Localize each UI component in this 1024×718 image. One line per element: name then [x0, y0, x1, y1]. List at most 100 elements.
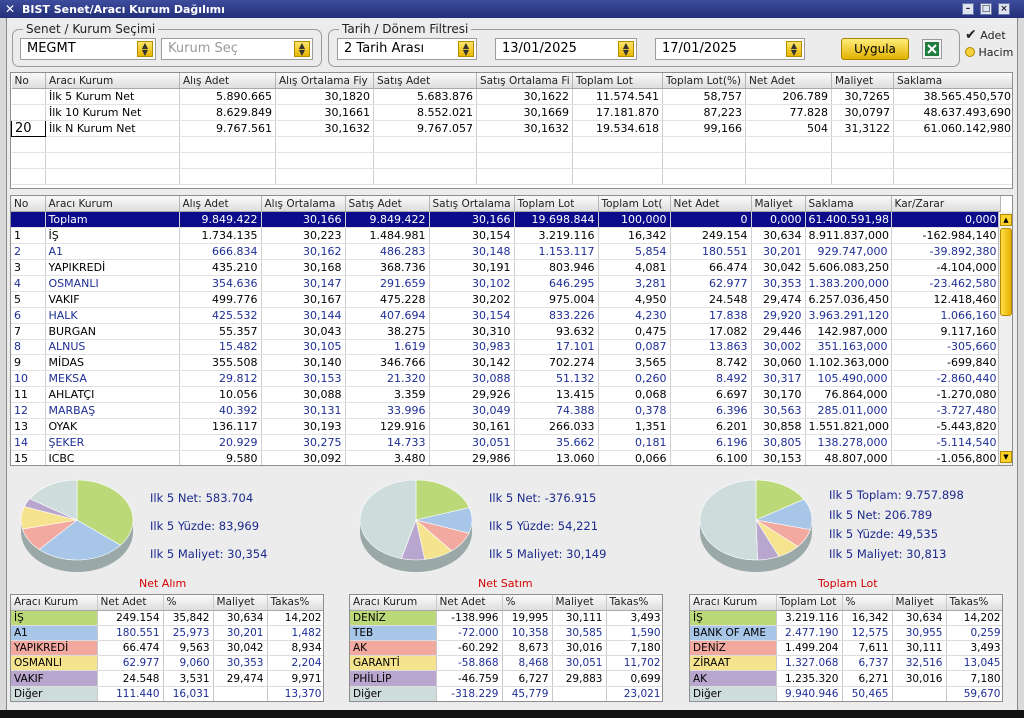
- panel-column-header[interactable]: Net Adet: [436, 595, 503, 611]
- scroll-down-icon[interactable]: ▼: [1000, 451, 1012, 463]
- total-row[interactable]: Toplam 9.849.422 30,166 9.849.422 30,166 19.6…: [11, 211, 1001, 229]
- panel-column-header[interactable]: Aracı Kurum: [11, 595, 98, 611]
- panel-row[interactable]: OSMANLI 62.977 9,060 30,353 2,204: [11, 655, 323, 672]
- minimize-button[interactable]: –: [962, 3, 974, 15]
- broker-row[interactable]: 13 OYAK 136.117 30,193 129.916 30,161 266.033 1…: [11, 418, 1001, 435]
- stock-select[interactable]: MEGMT ▲ ▼: [20, 38, 156, 60]
- column-header[interactable]: Satış Ortalama Fi: [476, 73, 573, 90]
- excel-export-button[interactable]: [922, 39, 942, 59]
- panel-cell: 10,358: [502, 625, 553, 642]
- scroll-thumb[interactable]: [1000, 228, 1012, 316]
- panel-column-header[interactable]: Maliyet: [892, 595, 947, 611]
- column-header[interactable]: No: [11, 73, 46, 90]
- broker-row[interactable]: 10 MEKSA 29.812 30,153 21.320 30,088 51.132 0,2…: [11, 370, 1001, 388]
- panel-row[interactable]: DENİZ 1.499.204 7,611 30,111 3,493: [690, 640, 1002, 657]
- date-range-select[interactable]: 2 Tarih Arası ▲ ▼: [337, 38, 477, 60]
- panel-row[interactable]: PHİLLİP -46.759 6,727 29,883 0,699: [350, 670, 662, 687]
- panel-stat: Ilk 5 Net: 206.789: [829, 507, 933, 522]
- panel-row[interactable]: GARANTİ -58.868 8,468 30,051 11,702: [350, 655, 662, 672]
- column-header[interactable]: Alış Adet: [179, 73, 276, 90]
- column-header[interactable]: Maliyet: [751, 196, 806, 213]
- broker-row[interactable]: 14 ŞEKER 20.929 30,275 14.733 30,051 35.662 0,1…: [11, 434, 1001, 451]
- panel-column-header[interactable]: %: [842, 595, 893, 611]
- panel-row[interactable]: A1 180.551 25,973 30,201 1,482: [11, 625, 323, 642]
- broker-row[interactable]: 15 ICBC 9.580 30,092 3.480 29,986 13.060 0,066 6…: [11, 450, 1001, 465]
- column-header[interactable]: Toplam Lot(: [598, 196, 671, 213]
- option-adet[interactable]: ✔ Adet: [965, 27, 1006, 43]
- panel-column-header[interactable]: Maliyet: [213, 595, 268, 611]
- panel-column-header[interactable]: Takas%: [267, 595, 323, 611]
- broker-row[interactable]: 3 YAPIKREDİ 435.210 30,168 368.736 30,191 803.…: [11, 259, 1001, 276]
- broker-row[interactable]: 4 OSMANLI 354.636 30,147 291.659 30,102 646.29…: [11, 275, 1001, 292]
- column-header[interactable]: Toplam Lot: [572, 73, 663, 90]
- broker-select[interactable]: Kurum Seç ▲ ▼: [161, 38, 313, 60]
- panel-column-header[interactable]: %: [163, 595, 214, 611]
- broker-row[interactable]: 8 ALNUS 15.482 30,105 1.619 30,983 17.101 0,087…: [11, 339, 1001, 356]
- summary-row[interactable]: İlk 10 Kurum Net 8.629.849 30,1661 8.552.02…: [11, 104, 1012, 122]
- panel-column-header[interactable]: Takas%: [946, 595, 1002, 611]
- column-header[interactable]: Toplam Lot(%): [662, 73, 746, 90]
- panel-row[interactable]: TEB -72.000 10,358 30,585 1,590: [350, 625, 662, 642]
- summary-row[interactable]: 20 İlk N Kurum Net 9.767.561 30,1632 9.767.0…: [11, 120, 1012, 138]
- broker-row[interactable]: 2 A1 666.834 30,162 486.283 30,148 1.153.117 5,…: [11, 243, 1001, 261]
- panel-row[interactable]: Diğer 111.440 16,031 13,370: [11, 686, 323, 701]
- broker-cell: 30,983: [429, 339, 515, 356]
- column-header[interactable]: Kar/Zarar: [891, 196, 1001, 213]
- panel-row[interactable]: VAKIF 24.548 3,531 29,474 9,971: [11, 670, 323, 687]
- column-header[interactable]: Saklama: [893, 73, 1012, 90]
- column-header[interactable]: Alış Adet: [179, 196, 262, 213]
- broker-row[interactable]: 6 HALK 425.532 30,144 407.694 30,154 833.226 4,…: [11, 307, 1001, 324]
- panel-row[interactable]: BANK OF AME 2.477.190 12,575 30,955 0,259: [690, 625, 1002, 642]
- column-header[interactable]: Aracı Kurum: [45, 73, 180, 90]
- scroll-up-icon[interactable]: ▲: [1000, 214, 1012, 226]
- summary-row[interactable]: İlk 5 Kurum Net 5.890.665 30,1820 5.683.876…: [11, 88, 1012, 106]
- panel-column-header[interactable]: Net Adet: [97, 595, 164, 611]
- column-header[interactable]: Maliyet: [831, 73, 894, 90]
- panel-row[interactable]: ZİRAAT 1.327.068 6,737 32,516 13,045: [690, 655, 1002, 672]
- summary-cell: 504: [745, 120, 832, 138]
- broker-row[interactable]: 1 İŞ 1.734.135 30,223 1.484.981 30,154 3.219.1…: [11, 227, 1001, 245]
- column-header[interactable]: Aracı Kurum: [45, 196, 180, 213]
- broker-row[interactable]: 9 MİDAS 355.508 30,140 346.766 30,142 702.274 3…: [11, 354, 1001, 372]
- panel-row[interactable]: İŞ 249.154 35,842 30,634 14,202: [11, 610, 323, 626]
- broker-row[interactable]: 5 VAKIF 499.776 30,167 475.228 30,202 975.004 4…: [11, 291, 1001, 308]
- panel-row[interactable]: DENİZ -138.996 19,995 30,111 3,493: [350, 610, 662, 626]
- panel-row[interactable]: Diğer 9.940.946 50,465 59,670: [690, 686, 1002, 701]
- panel-column-header[interactable]: Aracı Kurum: [690, 595, 777, 611]
- panel-row[interactable]: İŞ 3.219.116 16,342 30,634 14,202: [690, 610, 1002, 626]
- maximize-button[interactable]: □: [980, 3, 992, 15]
- broker-row[interactable]: 7 BURGAN 55.357 30,043 38.275 30,310 93.632 0,4…: [11, 323, 1001, 340]
- vertical-scrollbar[interactable]: ▲ ▼: [998, 212, 1012, 465]
- column-header[interactable]: Satış Ortalama: [429, 196, 515, 213]
- broker-row[interactable]: 12 MARBAŞ 40.392 30,131 33.996 30,049 74.388 0,…: [11, 402, 1001, 419]
- summary-cell: 61.060.142,980: [893, 120, 1012, 138]
- panel-column-header[interactable]: %: [502, 595, 553, 611]
- broker-cell: 14.733: [345, 434, 430, 451]
- column-header[interactable]: Satış Adet: [345, 196, 430, 213]
- window-close-button[interactable]: ×: [998, 3, 1010, 15]
- panel-column-header[interactable]: Takas%: [606, 595, 662, 611]
- panel-column-header[interactable]: Toplam Lot: [776, 595, 843, 611]
- apply-button[interactable]: Uygula: [841, 38, 909, 60]
- panel-row[interactable]: YAPIKREDİ 66.474 9,563 30,042 8,934: [11, 640, 323, 657]
- column-header[interactable]: Toplam Lot: [514, 196, 599, 213]
- panel-column-header[interactable]: Maliyet: [552, 595, 607, 611]
- option-hacim[interactable]: Hacim: [965, 46, 1013, 59]
- broker-row[interactable]: 11 AHLATÇI 10.056 30,088 3.359 29,926 13.415 0,…: [11, 386, 1001, 404]
- panel-column-header[interactable]: Aracı Kurum: [350, 595, 437, 611]
- close-icon[interactable]: ✕: [5, 2, 16, 16]
- column-header[interactable]: Net Adet: [670, 196, 752, 213]
- panel-row[interactable]: AK -60.292 8,673 30,016 7,180: [350, 640, 662, 657]
- column-header[interactable]: Alış Ortalama: [261, 196, 346, 213]
- column-header[interactable]: Alış Ortalama Fiy: [275, 73, 374, 90]
- panel-row[interactable]: AK 1.235.320 6,271 30,016 7,180: [690, 670, 1002, 687]
- column-header[interactable]: Saklama: [805, 196, 892, 213]
- broker-cell: 249.154: [670, 227, 752, 245]
- start-date-input[interactable]: 13/01/2025 ▲ ▼: [495, 38, 637, 60]
- column-header[interactable]: No: [11, 196, 46, 213]
- broker-cell: -2.860,440: [891, 370, 1001, 388]
- panel-row[interactable]: Diğer -318.229 45,779 23,021: [350, 686, 662, 701]
- end-date-input[interactable]: 17/01/2025 ▲ ▼: [655, 38, 805, 60]
- column-header[interactable]: Satış Adet: [373, 73, 477, 90]
- column-header[interactable]: Net Adet: [745, 73, 832, 90]
